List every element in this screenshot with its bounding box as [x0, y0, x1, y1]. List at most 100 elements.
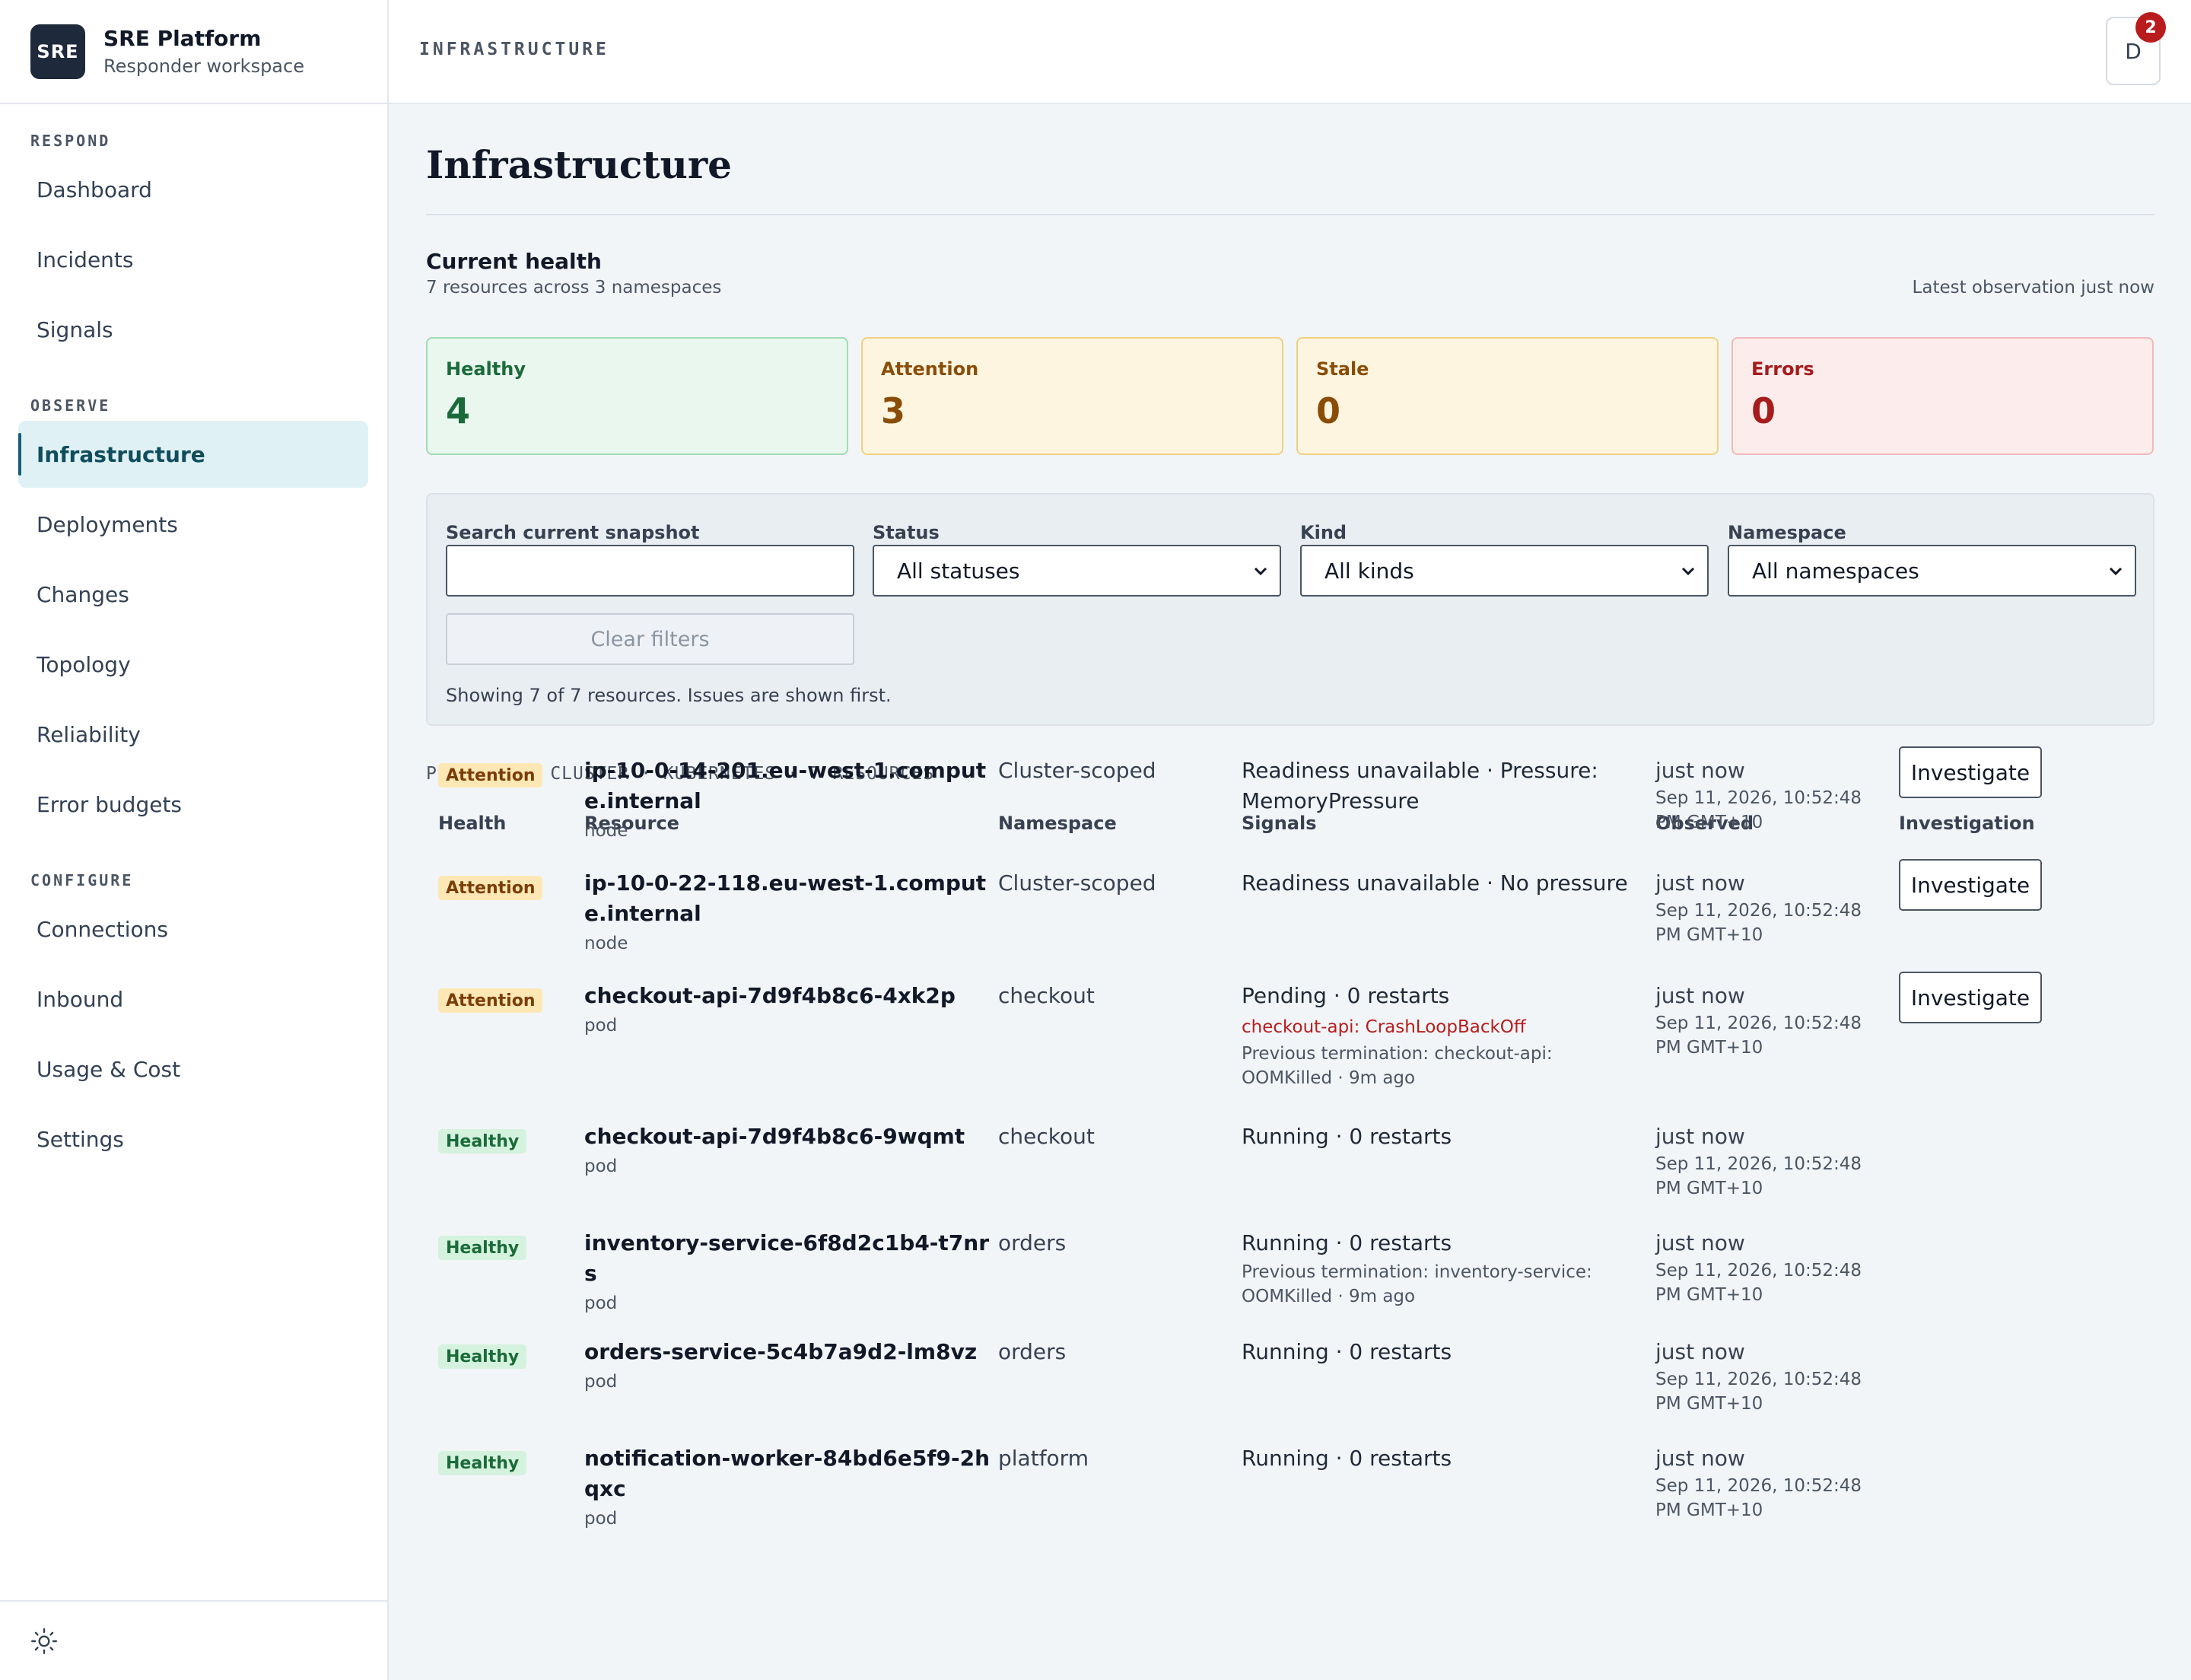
signals-cell: Readiness unavailable · No pressure [1242, 868, 1645, 899]
page-title: Infrastructure [426, 142, 732, 187]
sidebar-nav: RESPOND Dashboard Incidents Signals OBSERVE I… [0, 132, 387, 1172]
resource-name[interactable]: notification-worker-84bd6e5f9-2hqxc pod [584, 1443, 995, 1533]
sidebar-item-infrastructure[interactable]: Infrastructure [18, 421, 368, 488]
sidebar-item-incidents[interactable]: Incidents [37, 247, 134, 272]
showing-count-text: Showing 7 of 7 resources. Issues are sho… [446, 685, 892, 706]
nav-section-observe: OBSERVE [30, 396, 111, 415]
observed-timestamp: Sep 11, 2026, 10:52:48 PM GMT+10 [1655, 1476, 1862, 1520]
observed-cell: just now Sep 11, 2026, 10:52:48 PM GMT+10 [1655, 868, 1876, 947]
kind-select[interactable]: All kinds [1300, 545, 1709, 597]
resource-kind: pod [584, 1157, 618, 1176]
observed-relative: just now [1655, 1339, 1745, 1364]
search-label: Search current snapshot [446, 522, 700, 543]
title-divider [426, 214, 2154, 215]
sidebar-item-error-budgets[interactable]: Error budgets [37, 791, 183, 817]
chevron-down-icon [2106, 560, 2126, 588]
namespace-select[interactable]: All namespaces [1728, 545, 2136, 597]
signals-cell: Readiness unavailable · Pressure: Memory… [1242, 756, 1645, 816]
investigate-button[interactable]: Investigate [1899, 859, 2042, 911]
observed-cell: just now Sep 11, 2026, 10:52:48 PM GMT+10 [1655, 1443, 1876, 1522]
section-label: INFRASTRUCTURE [419, 40, 609, 59]
resource-name[interactable]: checkout-api-7d9f4b8c6-4xk2p pod [584, 981, 995, 1040]
stat-label: Errors [1751, 358, 1814, 380]
resource-name-text: orders-service-5c4b7a9d2-lm8vz [584, 1339, 978, 1364]
clear-filters-button[interactable]: Clear filters [446, 613, 854, 665]
health-badge: Attention [438, 876, 543, 900]
brand-subtitle: Responder workspace [103, 56, 304, 77]
stat-label: Attention [881, 358, 979, 380]
observed-timestamp: Sep 11, 2026, 10:52:48 PM GMT+10 [1655, 1013, 1862, 1058]
sidebar-item-deployments[interactable]: Deployments [37, 511, 178, 537]
notification-badge: 2 [2135, 12, 2166, 43]
sidebar-item-changes[interactable]: Changes [37, 581, 129, 607]
namespace-cell: Cluster-scoped [998, 758, 1156, 783]
latest-observation: Latest observation just now [1912, 278, 2154, 298]
stat-label: Stale [1316, 358, 1369, 380]
stat-value: 0 [1751, 390, 1776, 431]
signal-text: Pending · 0 restarts [1242, 983, 1450, 1008]
health-badge: Attention [438, 763, 543, 788]
namespace-cell: checkout [998, 983, 1095, 1008]
resource-name[interactable]: orders-service-5c4b7a9d2-lm8vz pod [584, 1337, 995, 1396]
brand: SRE SRE Platform Responder workspace [0, 0, 387, 104]
investigate-button[interactable]: Investigate [1899, 972, 2042, 1023]
brand-logo[interactable]: SRE [30, 24, 85, 79]
namespace-cell: checkout [998, 1124, 1095, 1149]
stat-label: Healthy [446, 358, 526, 380]
investigate-button[interactable]: Investigate [1899, 746, 2042, 798]
sidebar-item-usage-cost[interactable]: Usage & Cost [37, 1056, 181, 1082]
sidebar-footer [0, 1600, 387, 1680]
resource-name-text: notification-worker-84bd6e5f9-2hqxc [584, 1446, 991, 1501]
signal-note: Previous termination: inventory-service:… [1242, 1262, 1592, 1306]
stat-card-errors: Errors 0 [1731, 337, 2154, 455]
health-badge: Attention [438, 988, 543, 1013]
resource-name-text: checkout-api-7d9f4b8c6-4xk2p [584, 983, 956, 1008]
observed-timestamp: Sep 11, 2026, 10:52:48 PM GMT+10 [1655, 1261, 1862, 1305]
health-badge: Healthy [438, 1129, 527, 1153]
column-header-observed: Observed [1655, 813, 1754, 834]
column-header-signals: Signals [1242, 813, 1317, 834]
chevron-down-icon [1251, 560, 1270, 588]
resource-name-text: checkout-api-7d9f4b8c6-9wqmt [584, 1124, 965, 1149]
signals-cell: Running · 0 restarts [1242, 1443, 1645, 1474]
observed-cell: just now Sep 11, 2026, 10:52:48 PM GMT+10 [1655, 1122, 1876, 1201]
resource-kind: pod [584, 1509, 618, 1529]
sidebar-item-dashboard[interactable]: Dashboard [37, 177, 152, 202]
column-header-investigation: Investigation [1899, 813, 2035, 834]
resource-name[interactable]: checkout-api-7d9f4b8c6-9wqmt pod [584, 1122, 995, 1181]
sidebar-item-signals[interactable]: Signals [37, 317, 113, 342]
status-select[interactable]: All statuses [873, 545, 1281, 597]
sun-icon[interactable] [30, 1628, 58, 1655]
sidebar-item-reliability[interactable]: Reliability [37, 721, 141, 747]
signals-cell: Running · 0 restarts Previous termination… [1242, 1228, 1645, 1309]
resource-kind: node [584, 934, 628, 953]
nav-section-respond: RESPOND [30, 132, 111, 150]
search-input[interactable] [446, 545, 854, 597]
status-select-value: All statuses [897, 558, 1020, 584]
stat-card-healthy: Healthy 4 [426, 337, 848, 455]
health-subtitle: 7 resources across 3 namespaces [426, 278, 722, 298]
signals-cell: Running · 0 restarts [1242, 1122, 1645, 1152]
namespace-cell: orders [998, 1339, 1067, 1364]
sidebar-item-settings[interactable]: Settings [37, 1126, 124, 1152]
sidebar-item-inbound[interactable]: Inbound [37, 986, 124, 1012]
resource-name[interactable]: ip-10-0-14-201.eu-west-1.compute.interna… [584, 756, 995, 845]
health-badge: Healthy [438, 1344, 527, 1369]
namespace-select-value: All namespaces [1752, 558, 1919, 584]
signal-note: Previous termination: checkout-api: OOMK… [1242, 1044, 1553, 1088]
sidebar-item-topology[interactable]: Topology [37, 651, 131, 677]
signal-text: Readiness unavailable · No pressure [1242, 870, 1628, 896]
chevron-down-icon [1678, 560, 1698, 588]
sidebar-item-connections[interactable]: Connections [37, 916, 169, 942]
top-bar: INFRASTRUCTURE D 2 [389, 0, 2191, 104]
column-header-resource: Resource [584, 813, 679, 834]
health-badge: Healthy [438, 1451, 527, 1475]
health-badge: Healthy [438, 1236, 527, 1260]
kind-label: Kind [1300, 522, 1347, 543]
resource-name[interactable]: ip-10-0-22-118.eu-west-1.compute.interna… [584, 868, 995, 958]
observed-relative: just now [1655, 1124, 1745, 1149]
signal-text: Running · 0 restarts [1242, 1124, 1452, 1149]
resource-kind: pod [584, 1372, 618, 1392]
resource-name[interactable]: inventory-service-6f8d2c1b4-t7nrs pod [584, 1228, 995, 1318]
namespace-cell: platform [998, 1446, 1089, 1471]
